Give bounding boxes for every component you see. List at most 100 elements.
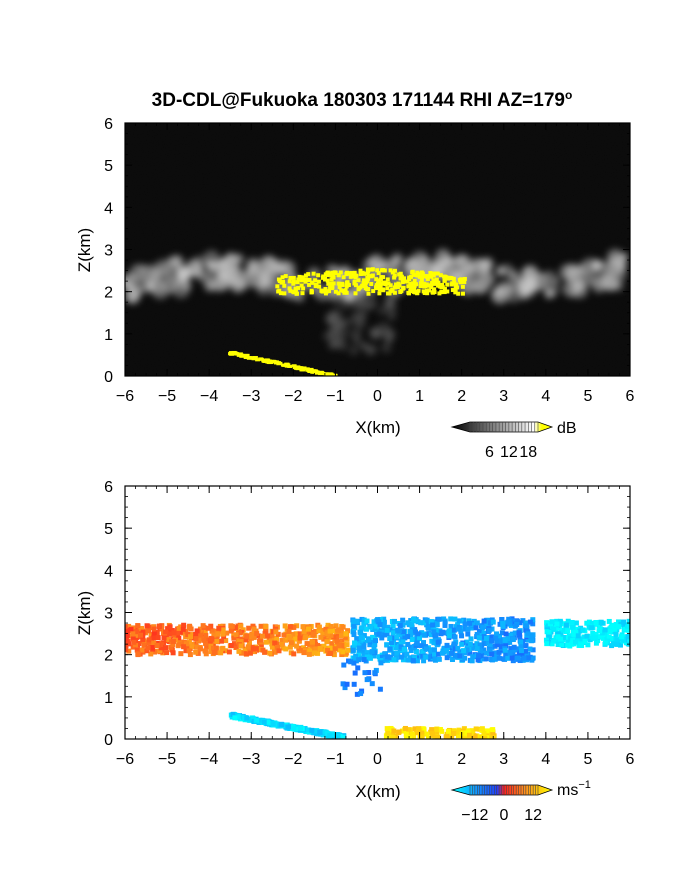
velocity-cell (626, 627, 630, 633)
velocity-cell (313, 646, 319, 652)
velocity-cell (427, 647, 433, 653)
velocity-image (125, 486, 630, 739)
velocity-cell (439, 728, 445, 734)
velocity-cell (376, 631, 382, 637)
strong-echo-cell (392, 285, 397, 290)
strong-echo-cell (352, 270, 357, 275)
strong-echo-cell (392, 273, 397, 278)
velocity-cell (379, 654, 385, 660)
velocity-cell (214, 628, 220, 634)
strong-echo-cell (419, 278, 424, 283)
velocity-cell (354, 636, 360, 642)
velocity-cell (569, 624, 575, 630)
velocity-cell (193, 649, 199, 655)
velocity-cell (478, 734, 484, 739)
low-echo-cell (228, 351, 234, 355)
velocity-cell (589, 625, 595, 631)
strong-echo-cell (296, 277, 301, 282)
x-tick-label: −4 (200, 388, 218, 405)
low-echo-cell (234, 352, 240, 356)
velocity-cell (476, 653, 482, 659)
velocity-cell (405, 620, 411, 626)
velocity-cell (483, 656, 489, 662)
velocity-cell (494, 638, 500, 644)
cloud-echo (328, 336, 340, 348)
x-tick-label: −6 (116, 751, 134, 768)
velocity-cell (558, 636, 564, 642)
velocity-cell (357, 641, 363, 647)
velocity-cell (350, 647, 356, 653)
low-echo-cell (294, 366, 300, 370)
velocity-cell (269, 644, 275, 650)
velocity-cell (544, 620, 550, 626)
strong-echo-cell (329, 286, 334, 291)
x-tick-label: −3 (242, 751, 260, 768)
velocity-cell (246, 625, 252, 631)
velocity-cell (549, 641, 555, 647)
strong-echo-cell (353, 283, 358, 288)
strong-echo-cell (395, 285, 400, 290)
velocity-cell (602, 640, 608, 646)
velocity-cell (342, 634, 348, 640)
strong-echo-cell (407, 277, 412, 282)
velocity-cell (461, 626, 467, 632)
velocity-cell (368, 624, 374, 630)
velocity-cell (429, 727, 435, 733)
x-tick-label: −1 (326, 751, 344, 768)
velocity-cell (280, 645, 286, 651)
velocity-cell (484, 622, 490, 628)
velocity-cell (433, 727, 439, 733)
velocity-cell (517, 620, 523, 626)
velocity-cell (232, 625, 238, 631)
low-echo-cell (258, 357, 264, 361)
velocity-cell (528, 634, 534, 640)
velocity-cell (245, 644, 251, 650)
velocity-cell (626, 618, 630, 624)
velocity-cell (499, 617, 505, 623)
velocity-cell (505, 655, 511, 661)
velocity-cell (474, 631, 480, 637)
velocity-cell (467, 641, 473, 647)
cloud-echo (418, 255, 431, 268)
velocity-cell (474, 620, 480, 626)
velocity-cell (470, 622, 476, 628)
velocity-cell (499, 630, 505, 636)
velocity-cell (489, 644, 495, 650)
velocity-cell (269, 632, 275, 638)
velocity-cell (201, 637, 207, 643)
velocity-cell (335, 639, 341, 645)
velocity-cell (389, 735, 395, 739)
strong-echo-cell (349, 271, 354, 276)
strong-echo-cell (421, 289, 426, 294)
velocity-cell (569, 619, 575, 625)
velocity-cell (486, 628, 492, 634)
strong-echo-cell (336, 291, 341, 296)
strong-echo-cell (445, 282, 450, 287)
velocity-cell (387, 627, 393, 633)
strong-echo-cell (442, 287, 447, 292)
x-tick-label: 4 (541, 388, 550, 405)
velocity-cell (328, 623, 334, 629)
velocity-cell (505, 636, 511, 642)
strong-echo-cell (382, 268, 387, 273)
strong-echo-cell (418, 281, 423, 286)
velocity-cell (352, 655, 358, 661)
velocity-cell (365, 637, 371, 643)
velocity-cell (402, 635, 408, 641)
velocity-cell (415, 619, 421, 625)
velocity-cell (333, 623, 339, 629)
velocity-cell (387, 646, 393, 652)
velocity-cell (511, 647, 517, 653)
strong-echo-cell (339, 288, 344, 293)
strong-echo-cell (280, 275, 285, 280)
velocity-cell (448, 623, 454, 629)
cloud-echo (559, 264, 577, 281)
velocity-cell (292, 633, 298, 639)
velocity-cell (279, 638, 285, 644)
y-tick-label: 0 (104, 369, 113, 386)
velocity-cell (496, 635, 502, 641)
velocity-cell (518, 639, 524, 645)
strong-echo-cell (366, 291, 371, 296)
velocity-cell (408, 647, 414, 653)
cloud-echo (343, 328, 350, 335)
